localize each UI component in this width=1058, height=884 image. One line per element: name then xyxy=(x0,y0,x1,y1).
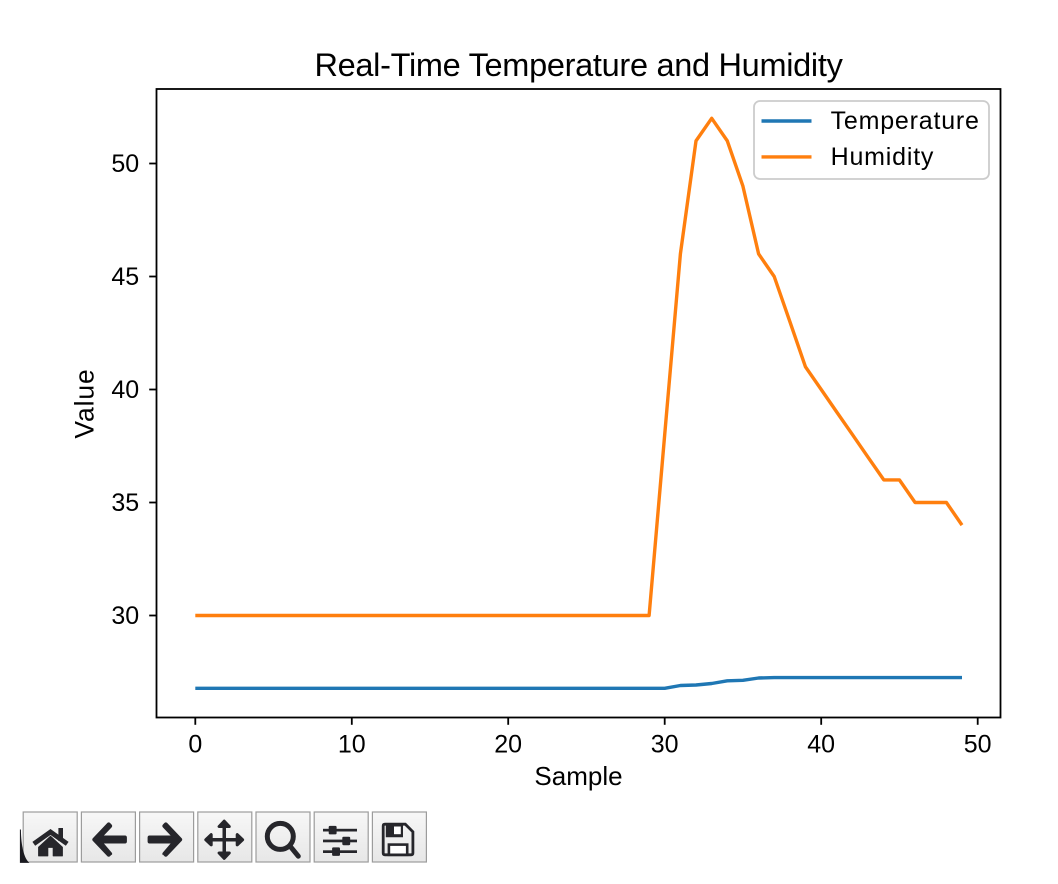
svg-text:50: 50 xyxy=(964,731,992,759)
svg-text:Humidity: Humidity xyxy=(831,143,935,171)
svg-text:Sample: Sample xyxy=(534,761,622,791)
svg-text:35: 35 xyxy=(111,489,139,517)
svg-text:45: 45 xyxy=(111,263,139,291)
svg-text:40: 40 xyxy=(111,376,139,404)
svg-text:20: 20 xyxy=(494,731,522,759)
svg-text:Real-Time Temperature and Humi: Real-Time Temperature and Humidity xyxy=(314,47,843,83)
svg-text:0: 0 xyxy=(188,731,202,759)
svg-text:Value: Value xyxy=(70,368,100,438)
svg-text:30: 30 xyxy=(651,731,679,759)
svg-text:10: 10 xyxy=(338,731,366,759)
svg-text:Temperature: Temperature xyxy=(831,107,980,135)
svg-text:50: 50 xyxy=(111,150,139,178)
svg-text:40: 40 xyxy=(807,731,835,759)
svg-text:30: 30 xyxy=(111,602,139,630)
